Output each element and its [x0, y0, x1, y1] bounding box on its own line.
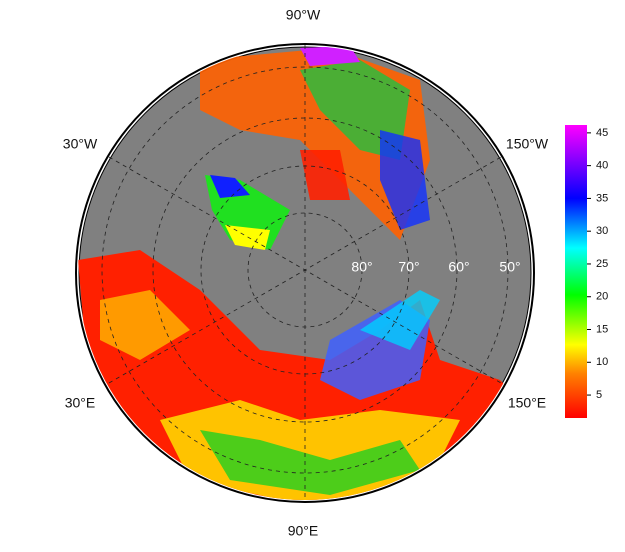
lon-label: 150°E: [508, 395, 546, 411]
colorbar: 5 10 15 20 25 30 35 40 45: [565, 125, 608, 418]
colorbar-tick-label: 30: [596, 225, 608, 237]
colorbar-tick-label: 5: [596, 389, 602, 401]
colorbar-tick-label: 40: [596, 160, 608, 172]
colorbar-tick-label: 15: [596, 323, 608, 335]
data-field: [78, 46, 520, 500]
lon-label: 150°W: [506, 136, 549, 152]
colorbar-tick-label: 20: [596, 291, 608, 303]
lon-label: 30°W: [63, 136, 98, 152]
lat-label: 60°: [448, 259, 469, 275]
lon-label: 90°W: [286, 7, 321, 23]
map-disk: [75, 43, 535, 503]
colorbar-ramp: [565, 125, 587, 418]
colorbar-tick-label: 45: [596, 127, 608, 139]
colorbar-tick-label: 35: [596, 192, 608, 204]
colorbar-tick-label: 25: [596, 258, 608, 270]
lon-label: 90°E: [288, 523, 319, 539]
graticule: [101, 45, 509, 498]
lat-label: 80°: [351, 259, 372, 275]
lon-label: 30°E: [65, 395, 96, 411]
colorbar-tick-label: 10: [596, 356, 608, 368]
lat-label: 70°: [398, 259, 419, 275]
lat-label: 50°: [499, 259, 520, 275]
